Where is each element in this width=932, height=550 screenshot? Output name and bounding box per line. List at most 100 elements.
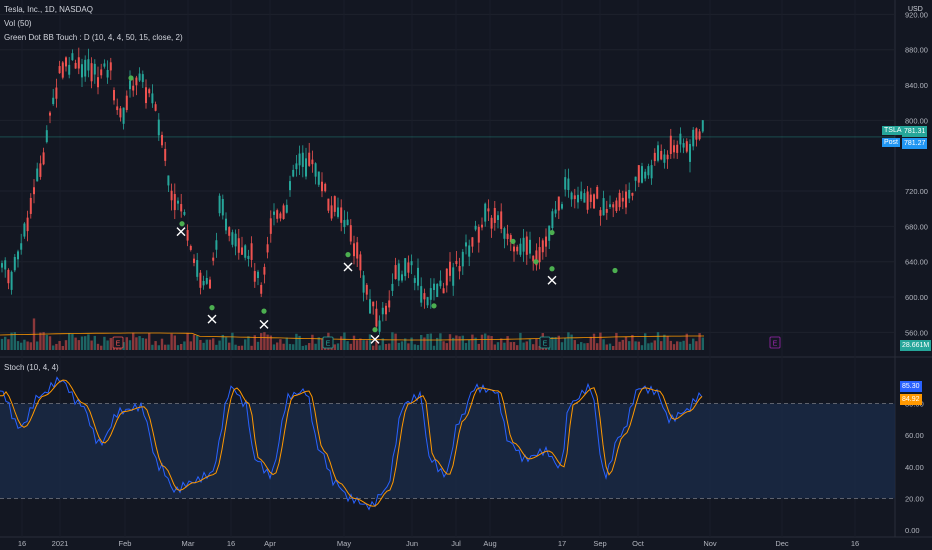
candle-body	[90, 63, 93, 82]
volume-bar	[202, 342, 205, 350]
volume-bar	[260, 333, 263, 350]
candle-body	[471, 237, 474, 247]
volume-bar	[564, 337, 567, 350]
volume-bar	[596, 343, 599, 350]
candle-body	[58, 66, 61, 74]
volume-bar	[455, 335, 458, 350]
last-price-tag: 781.31	[902, 126, 928, 137]
candle-body	[375, 308, 378, 327]
volume-bar	[688, 343, 692, 350]
candle-body	[394, 265, 397, 280]
time-tick-label: Jul	[451, 539, 461, 548]
candle-body	[173, 194, 176, 211]
volume-bar	[580, 342, 583, 350]
candle-body	[202, 280, 205, 286]
candle-body	[362, 275, 365, 293]
x-mark	[370, 334, 380, 344]
candle-body	[625, 191, 627, 208]
volume-bar	[170, 333, 173, 350]
time-tick-label: 16	[18, 539, 26, 548]
candle-body	[340, 207, 343, 223]
volume-bar	[55, 343, 58, 350]
green-dot-indicator-label[interactable]: Green Dot BB Touch : D (10, 4, 4, 50, 15…	[4, 33, 183, 42]
candle-body	[673, 145, 675, 153]
volume-bar	[362, 340, 365, 350]
symbol-title[interactable]: Tesla, Inc., 1D, NASDAQ	[4, 5, 93, 14]
candle-body	[490, 217, 493, 229]
candle-body	[301, 152, 304, 167]
volume-bar	[413, 344, 416, 350]
candle-body	[513, 246, 515, 252]
candle-body	[433, 283, 435, 291]
candle-body	[436, 283, 439, 298]
candle-body	[445, 268, 448, 286]
volume-bar	[426, 333, 429, 350]
candle-body	[314, 163, 317, 177]
candle-body	[154, 104, 157, 111]
stoch-indicator-label[interactable]: Stoch (10, 4, 4)	[4, 363, 59, 372]
candle-body	[564, 177, 567, 190]
volume-bar	[0, 338, 4, 350]
candle-body	[151, 93, 154, 104]
candle-body	[45, 130, 48, 143]
candle-body	[509, 235, 512, 243]
x-mark	[176, 227, 186, 237]
volume-bar	[429, 333, 432, 350]
volume-bar	[439, 333, 442, 350]
volume-bar	[343, 332, 346, 350]
volume-bar	[96, 343, 100, 350]
price-tick-label: 720.00	[905, 187, 928, 196]
volume-bar	[624, 336, 628, 350]
volume-bar	[576, 344, 580, 350]
candle-body	[77, 57, 80, 69]
price-tick-label: 840.00	[905, 81, 928, 90]
candle-body	[221, 198, 224, 216]
time-tick-label: 16	[851, 539, 859, 548]
candle-body	[241, 247, 243, 255]
candle-body	[177, 200, 179, 204]
candle-body	[477, 226, 480, 243]
volume-bar	[224, 337, 228, 350]
volume-bar	[333, 344, 336, 350]
candle-body	[100, 69, 103, 76]
volume-bar	[29, 342, 32, 350]
candle-body	[666, 154, 669, 160]
volume-bar	[240, 345, 244, 350]
volume-bar	[237, 345, 240, 350]
volume-bar	[199, 339, 202, 350]
volume-bar	[128, 340, 132, 350]
candle-body	[593, 194, 595, 209]
volume-bar	[154, 341, 157, 350]
green-dot-marker	[549, 266, 555, 272]
x-mark	[259, 319, 269, 329]
candle-body	[650, 165, 653, 179]
candle-body	[26, 217, 29, 232]
volume-bar	[605, 344, 608, 350]
candle-body	[33, 187, 35, 195]
candle-body	[1, 263, 3, 268]
volume-bar	[125, 337, 128, 350]
volume-bar	[144, 338, 148, 350]
candle-body	[602, 198, 605, 216]
candle-body	[317, 171, 320, 185]
candle-body	[109, 62, 112, 71]
volume-bar	[298, 335, 301, 350]
green-dot-marker	[431, 303, 437, 309]
volume-bar	[356, 340, 359, 350]
volume-indicator-label[interactable]: Vol (50)	[4, 19, 32, 28]
green-dot-marker	[510, 238, 516, 244]
volume-bar	[477, 343, 480, 350]
candle-body	[420, 286, 423, 303]
candle-body	[308, 152, 311, 166]
stoch-tick-label: 20.00	[905, 494, 924, 503]
candle-body	[577, 194, 579, 203]
candle-body	[529, 239, 531, 254]
candle-body	[353, 243, 355, 257]
candle-body	[685, 141, 688, 152]
candle-body	[209, 279, 211, 289]
candle-body	[148, 89, 151, 94]
volume-bar	[461, 335, 464, 350]
candle-body	[644, 171, 647, 179]
